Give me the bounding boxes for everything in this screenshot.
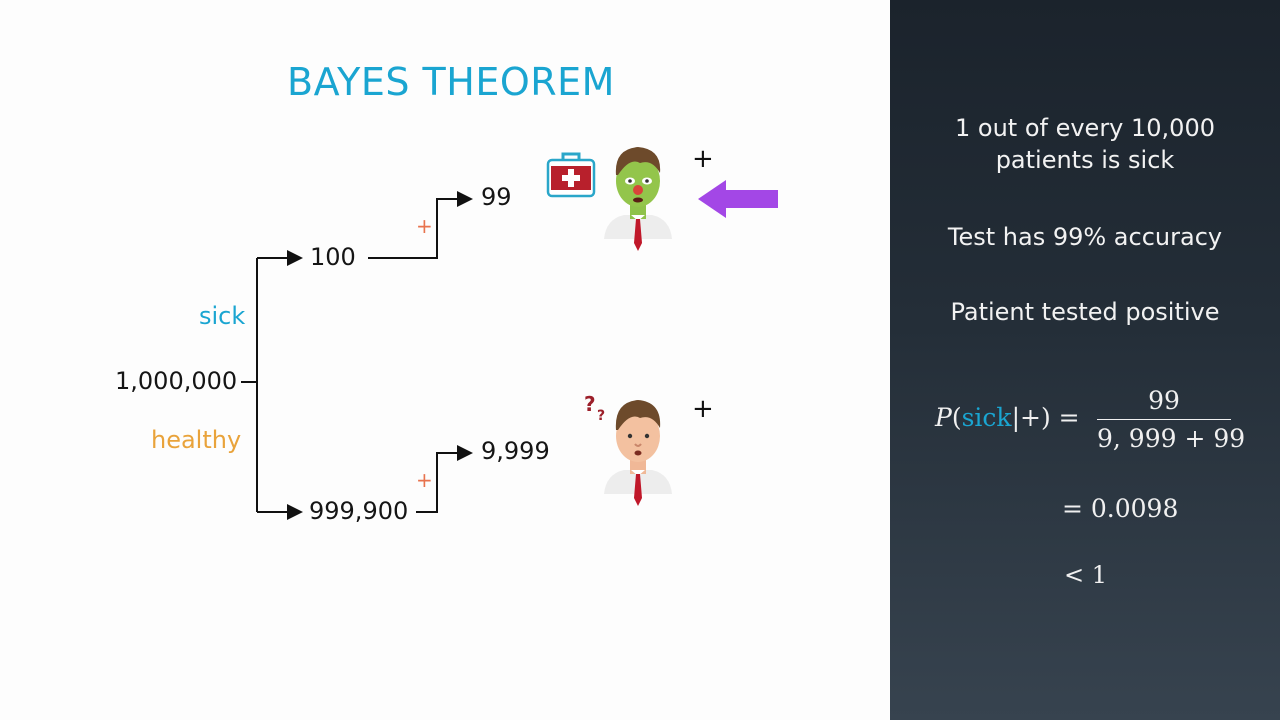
formula-denominator: 9, 999 + 99 xyxy=(1097,424,1246,453)
svg-text:?: ? xyxy=(584,393,596,416)
fact-prevalence-line1: 1 out of every 10,000 xyxy=(954,114,1215,142)
sick-patient-icon xyxy=(604,147,672,251)
formula-open-paren: ( xyxy=(951,403,962,432)
page-title: BAYES THEOREM xyxy=(287,60,615,104)
healthy-label: healthy xyxy=(151,426,242,454)
facts-panel xyxy=(890,0,1280,720)
svg-text:?: ? xyxy=(597,408,605,423)
healthy-patient-plus: + xyxy=(692,394,714,424)
formula-numerator: 99 xyxy=(1148,386,1180,415)
sick-patient-plus: + xyxy=(692,144,714,174)
root-count: 1,000,000 xyxy=(115,367,238,395)
healthy-plus-label: + xyxy=(416,468,433,492)
slide-canvas xyxy=(0,0,890,720)
fraction-bar xyxy=(1097,419,1231,420)
first-aid-kit-icon xyxy=(546,152,596,198)
formula-lhs: P(sick|+) = xyxy=(935,403,1080,432)
healthy-positive-count: 9,999 xyxy=(481,437,550,465)
sick-label: sick xyxy=(199,302,246,330)
healthy-count: 999,900 xyxy=(309,497,409,525)
question-marks-icon: ? ? xyxy=(584,393,605,423)
formula-p: P xyxy=(935,403,952,432)
fact-positive: Patient tested positive xyxy=(950,298,1220,326)
fact-prevalence-line2: patients is sick xyxy=(995,146,1175,174)
formula-result: = 0.0098 xyxy=(1062,494,1179,523)
sick-count: 100 xyxy=(310,243,356,271)
probability-tree xyxy=(241,191,473,520)
sick-plus-label: + xyxy=(416,214,433,238)
formula-fraction: 99 9, 999 + 99 xyxy=(1097,386,1246,453)
healthy-patient-icon xyxy=(604,400,672,506)
sick-positive-count: 99 xyxy=(481,183,512,211)
fact-accuracy: Test has 99% accuracy xyxy=(947,223,1223,251)
healthy-positive-branch xyxy=(416,445,473,513)
sick-positive-branch xyxy=(368,191,473,259)
formula-compare: < 1 xyxy=(1064,561,1108,589)
pointer-arrow-icon xyxy=(698,180,778,218)
formula-rest: |+) = xyxy=(1011,403,1080,432)
fact-prevalence: 1 out of every 10,000 patients is sick xyxy=(890,112,1280,176)
formula-sick: sick xyxy=(961,403,1012,432)
